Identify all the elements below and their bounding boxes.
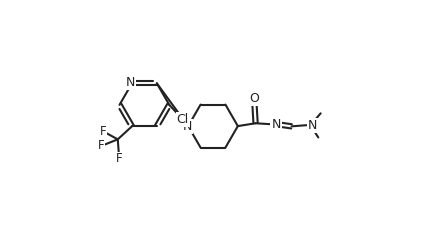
Text: N: N — [126, 76, 135, 89]
Text: F: F — [100, 124, 106, 138]
Text: F: F — [98, 139, 104, 153]
Text: N: N — [182, 120, 192, 133]
Text: Cl: Cl — [177, 113, 189, 126]
Text: N: N — [271, 118, 281, 131]
Text: N: N — [308, 119, 317, 132]
Text: O: O — [250, 92, 259, 105]
Text: F: F — [116, 153, 123, 165]
